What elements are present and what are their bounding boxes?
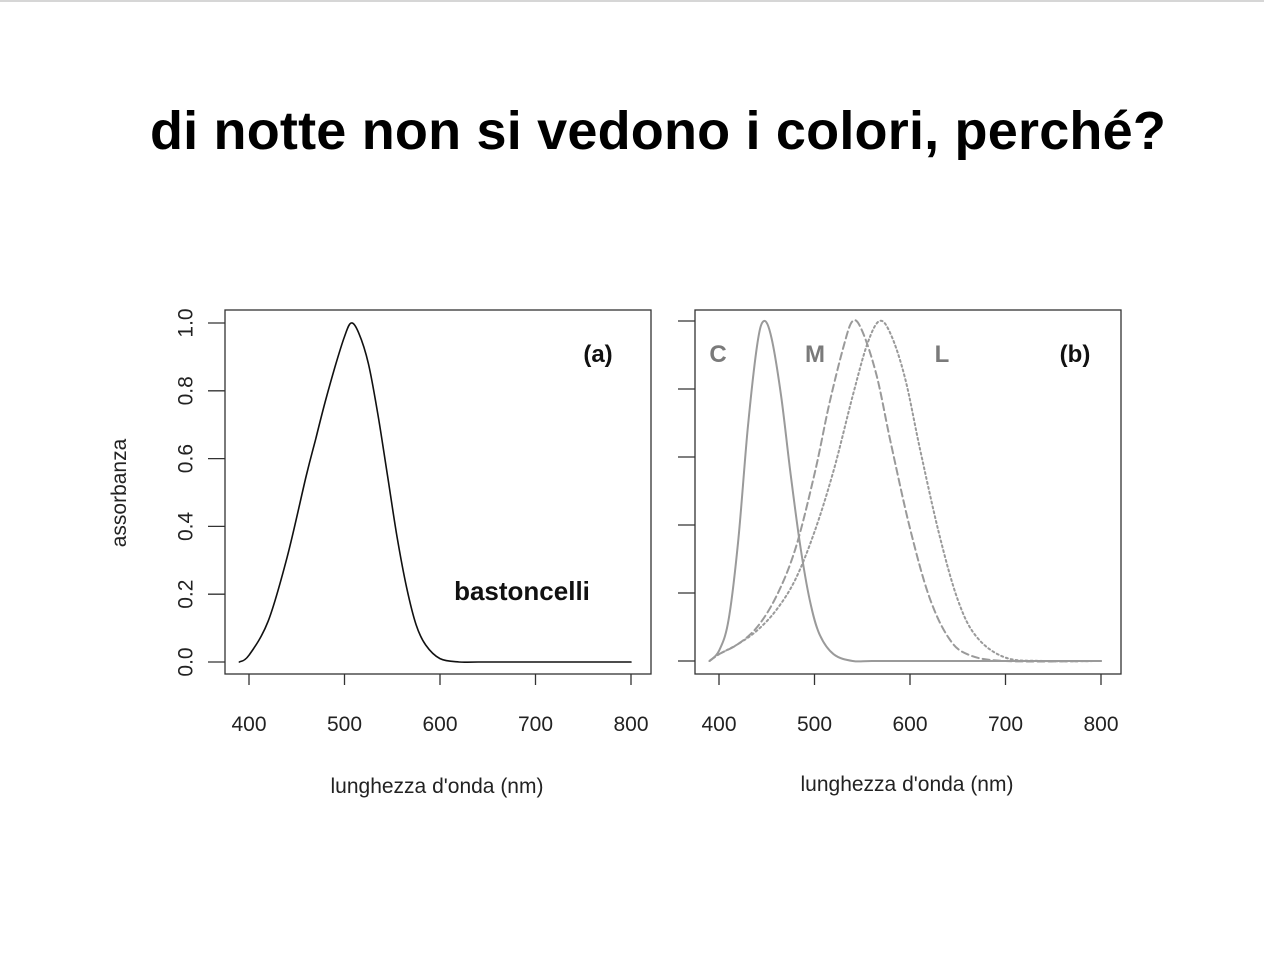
- panel-b-y-axis: [678, 320, 695, 662]
- series-label-c: C: [709, 341, 726, 368]
- panel-a: 400 500 600 700 800 0.0 0.2 0.4 0.6 0.8 1.0 (a) b…: [108, 308, 652, 798]
- panel-a-tag: (a): [583, 341, 612, 368]
- x-tick-label: 600: [892, 713, 927, 736]
- panel-a-frame: [224, 309, 652, 675]
- y-tick-label: 0.0: [175, 647, 198, 676]
- series-line-rods: [238, 322, 632, 664]
- panel-a-y-axis-label: assorbanza: [108, 438, 131, 547]
- series-line-l: [708, 319, 1102, 663]
- series-label-m: M: [805, 341, 825, 368]
- x-tick-label: 500: [797, 713, 832, 736]
- x-tick-label: 800: [1083, 713, 1118, 736]
- y-tick-label: 0.4: [175, 511, 198, 541]
- x-tick-label: 400: [231, 713, 266, 736]
- series-line-c: [708, 319, 1102, 663]
- panel-b-x-axis: 400 500 600 700 800: [701, 674, 1119, 736]
- panel-b-frame: [694, 309, 1122, 675]
- panel-b-plot-area: [708, 319, 1102, 663]
- panel-a-x-axis-label: lunghezza d'onda (nm): [331, 775, 544, 798]
- panel-a-x-axis: 400 500 600 700 800: [231, 674, 649, 736]
- y-tick-label: 0.2: [175, 580, 198, 609]
- series-line-m: [708, 319, 1102, 663]
- x-tick-label: 400: [701, 713, 736, 736]
- panel-a-y-axis: 0.0 0.2 0.4 0.6 0.8 1.0: [175, 308, 225, 677]
- annotation-bastoncelli: bastoncelli: [454, 576, 590, 606]
- y-tick-label: 0.8: [175, 376, 198, 405]
- x-tick-label: 600: [422, 713, 457, 736]
- y-tick-label: 1.0: [175, 308, 198, 337]
- panel-a-plot-area: [238, 322, 632, 664]
- series-label-l: L: [935, 341, 950, 368]
- x-tick-label: 700: [988, 713, 1023, 736]
- panel-b-tag: (b): [1060, 341, 1091, 368]
- top-rule: [0, 0, 1264, 2]
- panel-b: 400 500 600 700 800 C M L (b) lunghezza d'onda…: [678, 309, 1122, 796]
- x-tick-label: 800: [613, 713, 648, 736]
- y-tick-label: 0.6: [175, 444, 198, 473]
- x-tick-label: 500: [327, 713, 362, 736]
- panel-b-x-axis-label: lunghezza d'onda (nm): [801, 773, 1014, 796]
- x-tick-label: 700: [518, 713, 553, 736]
- slide-title: di notte non si vedono i colori, perché?: [149, 101, 1167, 161]
